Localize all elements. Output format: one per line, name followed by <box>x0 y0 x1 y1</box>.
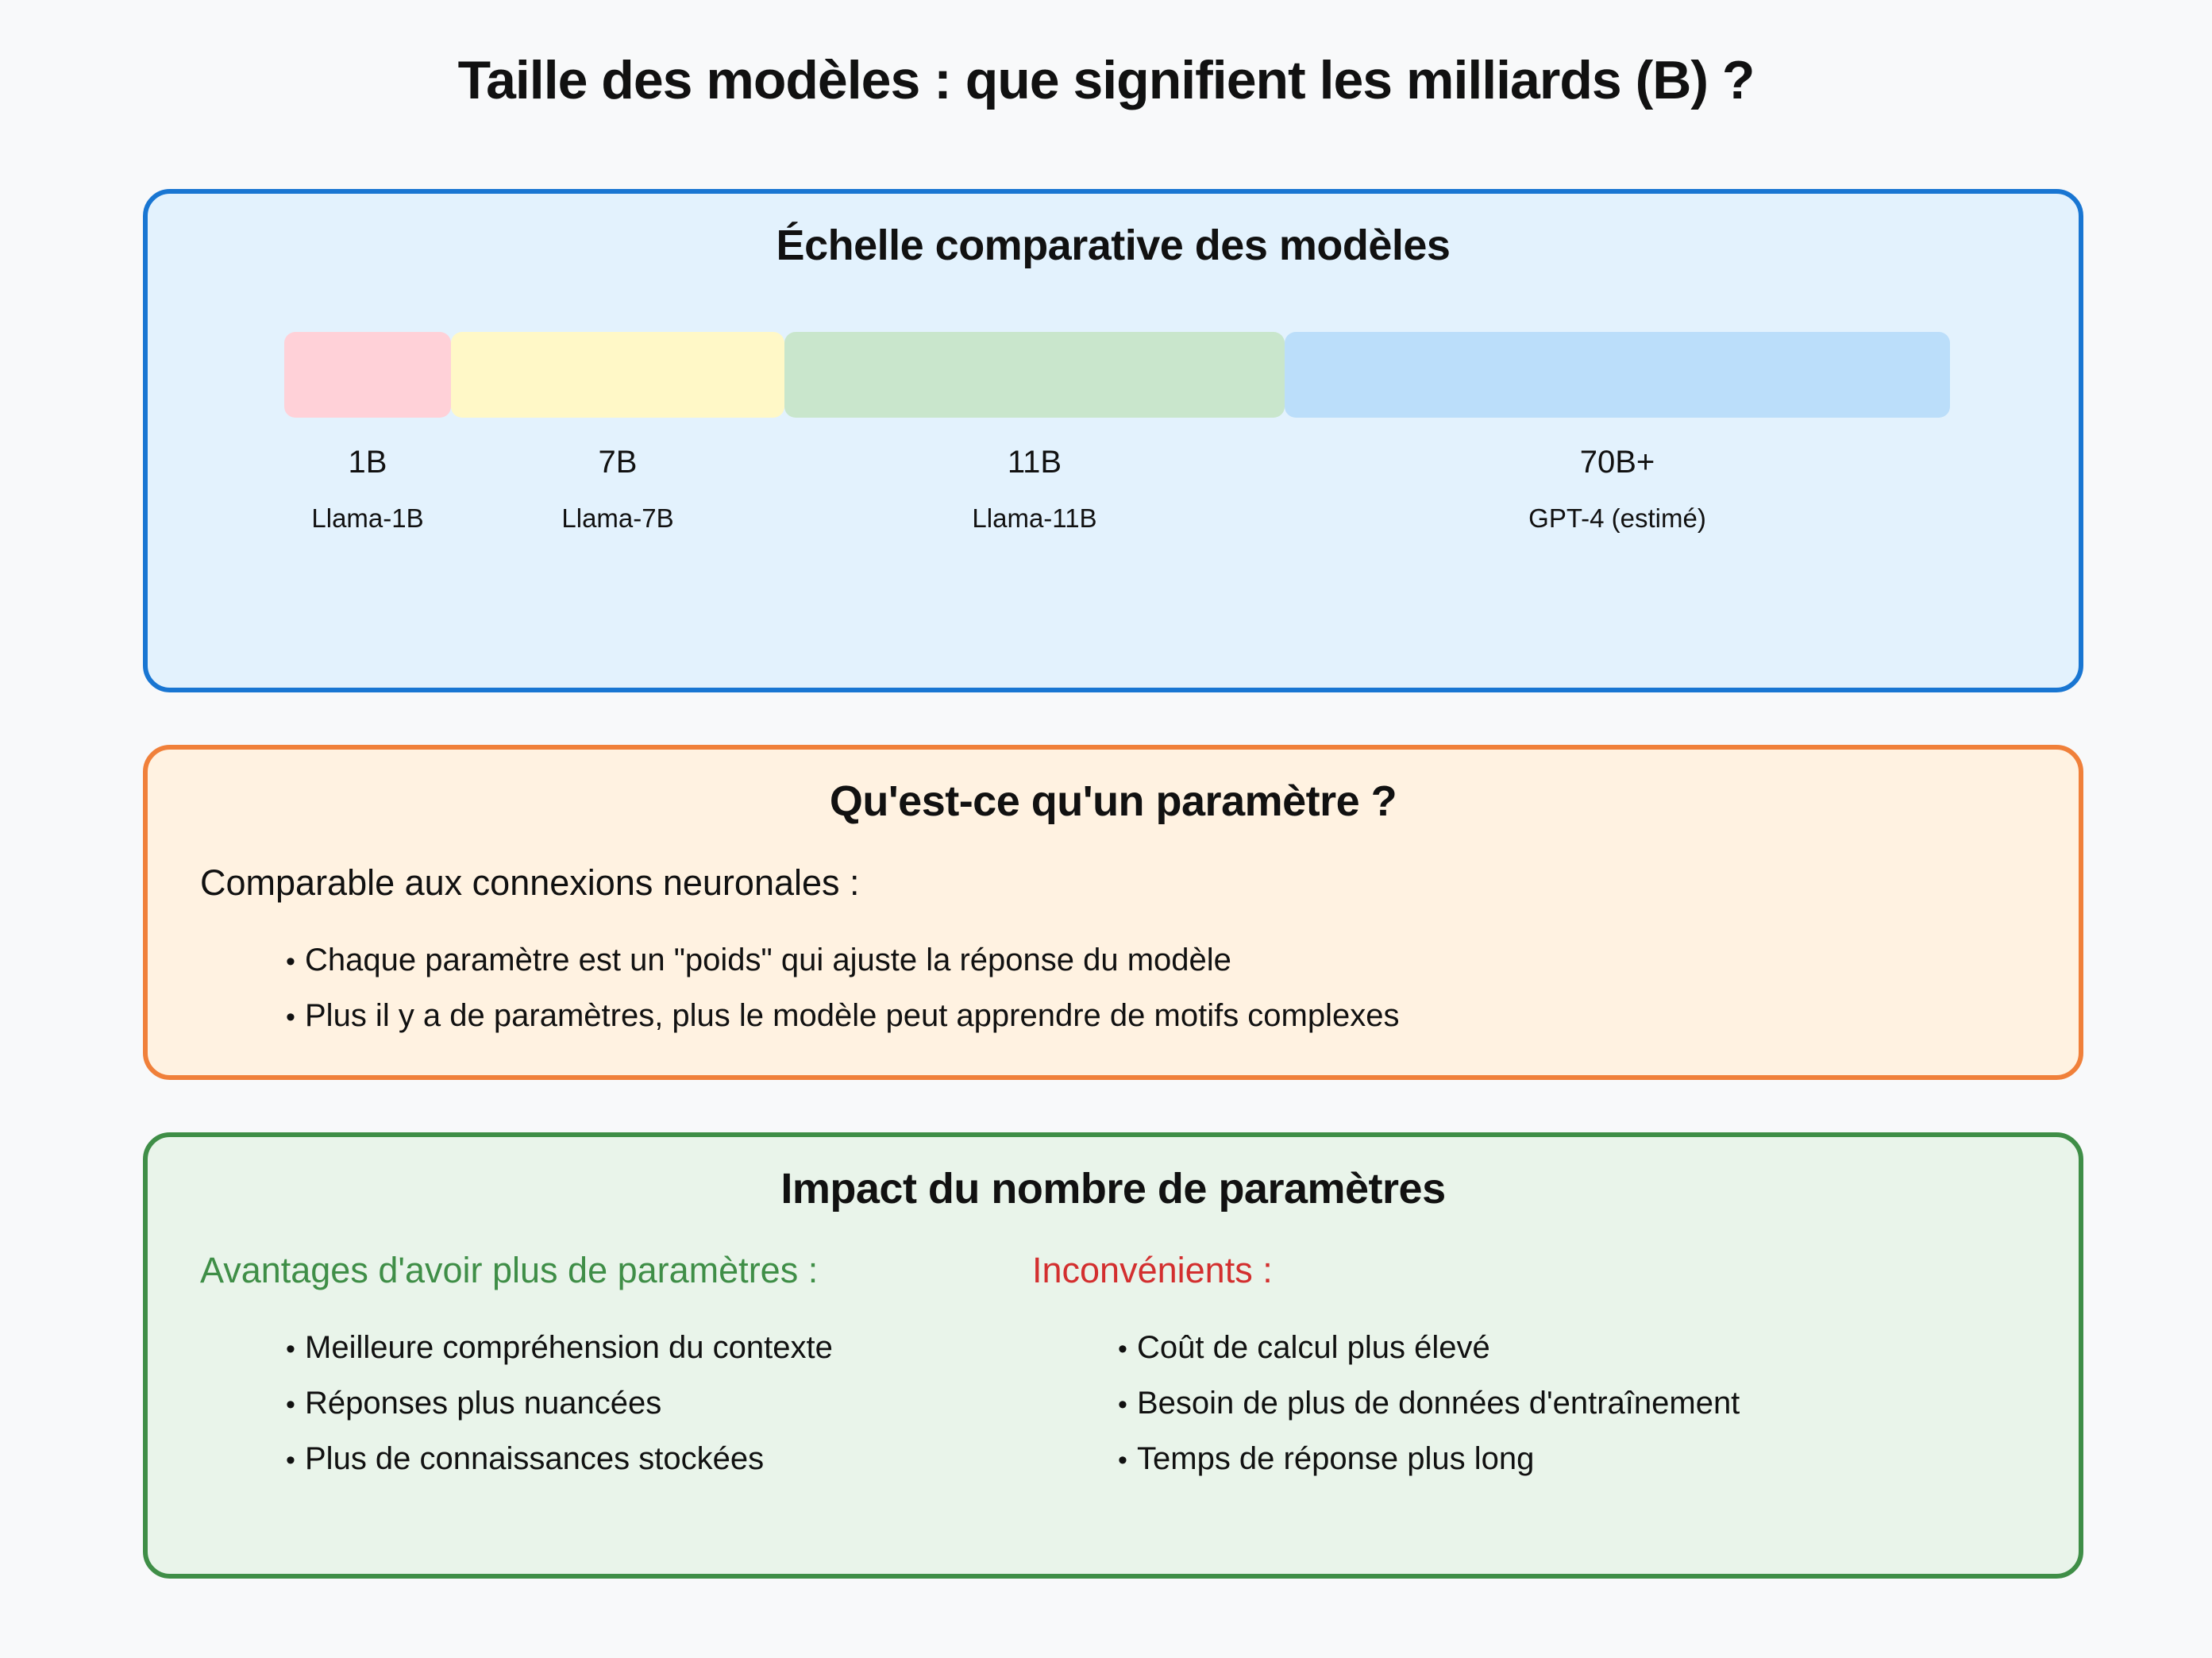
page-title: Taille des modèles : que signifient les … <box>457 50 1755 110</box>
parameter-bullet-list: Chaque paramètre est un "poids" qui ajus… <box>286 932 1400 1043</box>
bar-70b <box>1285 332 1950 418</box>
size-label-70b: 70B+ <box>1579 445 1655 480</box>
impact-panel: Impact du nombre de paramètres Avantages… <box>143 1132 2083 1579</box>
list-item: Plus de connaissances stockées <box>286 1431 833 1486</box>
size-label-1b: 1B <box>348 445 387 480</box>
parameter-intro: Comparable aux connexions neuronales : <box>200 862 860 903</box>
pros-title: Avantages d'avoir plus de paramètres : <box>200 1250 819 1290</box>
cons-title: Inconvénients : <box>1032 1250 1273 1290</box>
model-scale-panel: Échelle comparative des modèles 1B 7B 11… <box>143 189 2083 692</box>
pros-list: Meilleure compréhension du contexte Répo… <box>286 1320 833 1486</box>
model-label-1b: Llama-1B <box>311 503 424 533</box>
scale-heading: Échelle comparative des modèles <box>776 222 1451 269</box>
list-item: Chaque paramètre est un "poids" qui ajus… <box>286 932 1400 988</box>
cons-list: Coût de calcul plus élevé Besoin de plus… <box>1118 1320 1740 1486</box>
size-label-7b: 7B <box>598 445 638 480</box>
bar-7b <box>451 332 784 418</box>
model-label-11b: Llama-11B <box>972 503 1097 533</box>
model-label-70b: GPT-4 (estimé) <box>1528 503 1706 533</box>
list-item: Besoin de plus de données d'entraînement <box>1118 1375 1740 1431</box>
bar-11b <box>784 332 1285 418</box>
size-label-11b: 11B <box>1007 445 1062 480</box>
model-label-7b: Llama-7B <box>561 503 674 533</box>
parameter-heading: Qu'est-ce qu'un paramètre ? <box>829 777 1397 825</box>
list-item: Plus il y a de paramètres, plus le modèl… <box>286 988 1400 1043</box>
impact-heading: Impact du nombre de paramètres <box>780 1165 1446 1213</box>
list-item: Réponses plus nuancées <box>286 1375 833 1431</box>
list-item: Coût de calcul plus élevé <box>1118 1320 1740 1375</box>
list-item: Temps de réponse plus long <box>1118 1431 1740 1486</box>
parameter-panel: Qu'est-ce qu'un paramètre ? Comparable a… <box>143 745 2083 1080</box>
list-item: Meilleure compréhension du contexte <box>286 1320 833 1375</box>
bar-1b <box>284 332 451 418</box>
